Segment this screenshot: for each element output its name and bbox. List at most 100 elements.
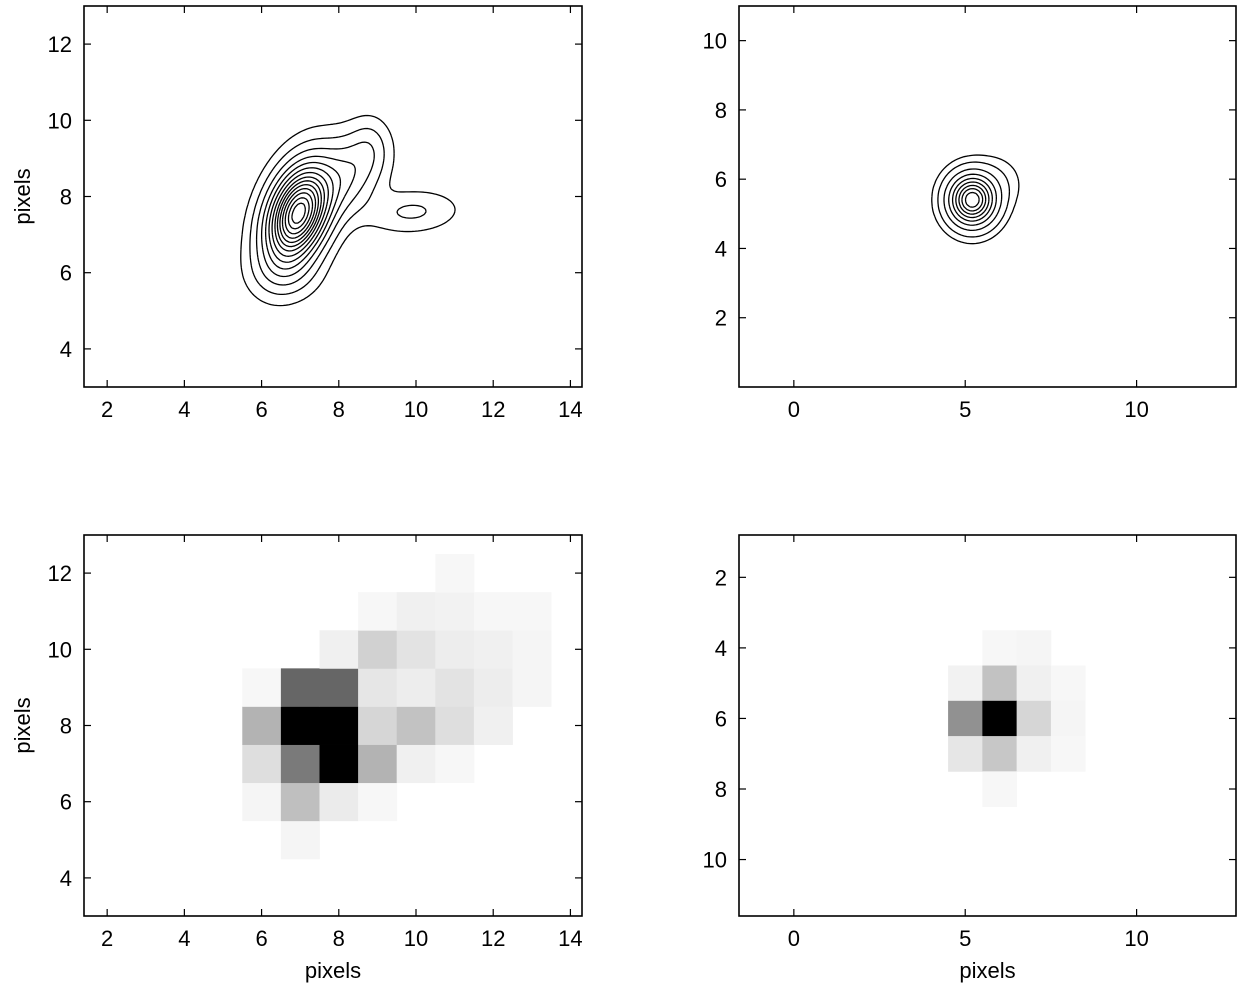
y-tick-label: 6 bbox=[715, 706, 727, 731]
heatmap-cell bbox=[435, 630, 475, 669]
heatmap-cell bbox=[473, 630, 513, 669]
contour-line bbox=[279, 183, 320, 244]
heatmap-cell bbox=[396, 630, 436, 669]
y-axis-label: pixels bbox=[10, 697, 35, 753]
y-tick-label: 10 bbox=[703, 29, 727, 54]
y-tick-label: 12 bbox=[48, 32, 72, 57]
heatmap-cell bbox=[280, 820, 320, 860]
contour-line bbox=[955, 181, 990, 219]
x-tick-label: 12 bbox=[481, 397, 505, 422]
axes-frame bbox=[83, 5, 583, 388]
heatmap-cell bbox=[1050, 700, 1086, 737]
x-tick-label: 10 bbox=[1124, 397, 1148, 422]
x-tick-label: 2 bbox=[101, 397, 113, 422]
x-tick-label: 0 bbox=[788, 397, 800, 422]
heatmap-cell bbox=[358, 744, 398, 784]
heatmap-cell bbox=[435, 592, 475, 631]
heatmap-cell bbox=[1050, 736, 1086, 772]
heatmap-cell bbox=[948, 665, 983, 702]
x-tick-label: 10 bbox=[404, 397, 428, 422]
y-tick-label: 6 bbox=[60, 261, 72, 286]
contour-line bbox=[284, 192, 314, 235]
contour-line bbox=[268, 167, 334, 263]
heatmap-cell bbox=[319, 630, 359, 669]
heatmap-cell bbox=[396, 706, 436, 745]
heatmap-panel-bottom-right: 0 5 10 2 4 6 8 10 pixels bbox=[703, 534, 1237, 983]
contour-line bbox=[274, 176, 326, 252]
x-tick-label: 4 bbox=[178, 926, 190, 951]
heatmap-cell bbox=[1016, 665, 1052, 702]
heatmap-cell bbox=[435, 668, 475, 707]
y-tick-label: 4 bbox=[715, 636, 727, 661]
x-tick-label: 8 bbox=[333, 397, 345, 422]
contour-line bbox=[276, 180, 322, 248]
x-tick-label: 5 bbox=[959, 397, 971, 422]
heatmap-cell bbox=[396, 592, 436, 631]
x-tick-label: 4 bbox=[178, 397, 190, 422]
x-tick-label: 2 bbox=[101, 926, 113, 951]
heatmap-cell bbox=[358, 782, 398, 822]
contour-line bbox=[964, 191, 980, 208]
contour-panel-top-right: 0 5 10 2 4 6 8 10 bbox=[703, 5, 1237, 422]
heatmap-cell bbox=[435, 706, 475, 745]
contour-line bbox=[931, 154, 1020, 245]
heatmap-cell bbox=[1016, 630, 1052, 666]
heatmap-cell bbox=[473, 592, 513, 631]
contour-line bbox=[240, 114, 456, 307]
heatmap-cell bbox=[242, 782, 282, 822]
y-tick-label: 8 bbox=[715, 98, 727, 123]
x-tick-label: 5 bbox=[959, 926, 971, 951]
axes-frame bbox=[738, 5, 1237, 388]
heatmap-cell bbox=[435, 744, 475, 784]
y-tick-label: 10 bbox=[48, 108, 72, 133]
x-tick-label: 14 bbox=[558, 397, 582, 422]
x-tick-label: 8 bbox=[333, 926, 345, 951]
x-tick-label: 12 bbox=[481, 926, 505, 951]
x-tick-label: 10 bbox=[1124, 926, 1148, 951]
contour-line bbox=[937, 161, 1011, 238]
contour-line bbox=[264, 161, 342, 270]
contour-line bbox=[291, 202, 306, 224]
heatmap-cell bbox=[948, 736, 983, 772]
y-tick-label: 10 bbox=[703, 848, 727, 873]
heatmap-cell bbox=[512, 630, 552, 669]
heatmap-cell bbox=[358, 668, 398, 707]
x-tick-label: 14 bbox=[558, 926, 582, 951]
axes-frame bbox=[738, 534, 1237, 917]
heatmap-cell bbox=[358, 706, 398, 745]
x-tick-label: 10 bbox=[404, 926, 428, 951]
heatmap-cell bbox=[512, 592, 552, 631]
axes-frame bbox=[83, 534, 583, 917]
heatmap-cell bbox=[396, 668, 436, 707]
heatmap-panel-bottom-left: 2 4 6 8 10 12 14 4 6 8 10 12 pixels pixels bbox=[10, 534, 583, 983]
heatmap-cell bbox=[358, 630, 398, 669]
y-tick-label: 2 bbox=[715, 565, 727, 590]
y-tick-label: 4 bbox=[715, 236, 727, 261]
heatmap-cell bbox=[319, 744, 359, 784]
contour-line bbox=[287, 197, 310, 230]
heatmap-cell bbox=[319, 782, 359, 822]
contour-line bbox=[951, 177, 993, 222]
x-tick-label: 6 bbox=[255, 926, 267, 951]
contour-line bbox=[260, 155, 356, 278]
heatmap-cell bbox=[435, 554, 475, 593]
contour-line bbox=[943, 168, 1003, 232]
heatmap-cell bbox=[473, 706, 513, 745]
heatmap-cell bbox=[242, 744, 282, 784]
contour-line bbox=[271, 171, 329, 257]
x-tick-label: 0 bbox=[788, 926, 800, 951]
heatmap-cell bbox=[982, 700, 1018, 737]
heatmap-cell bbox=[319, 668, 359, 707]
heatmap-cell bbox=[982, 630, 1018, 666]
heatmap-cell bbox=[982, 665, 1018, 702]
heatmap-cell bbox=[1050, 665, 1086, 702]
y-tick-label: 8 bbox=[60, 714, 72, 739]
x-axis-label: pixels bbox=[959, 958, 1015, 983]
y-tick-label: 6 bbox=[60, 790, 72, 815]
heatmap-cell bbox=[319, 706, 359, 745]
heatmap-cell bbox=[280, 782, 320, 822]
contour-line bbox=[958, 184, 987, 215]
heatmap-cell bbox=[280, 744, 320, 784]
heatmap-cell bbox=[948, 700, 983, 737]
